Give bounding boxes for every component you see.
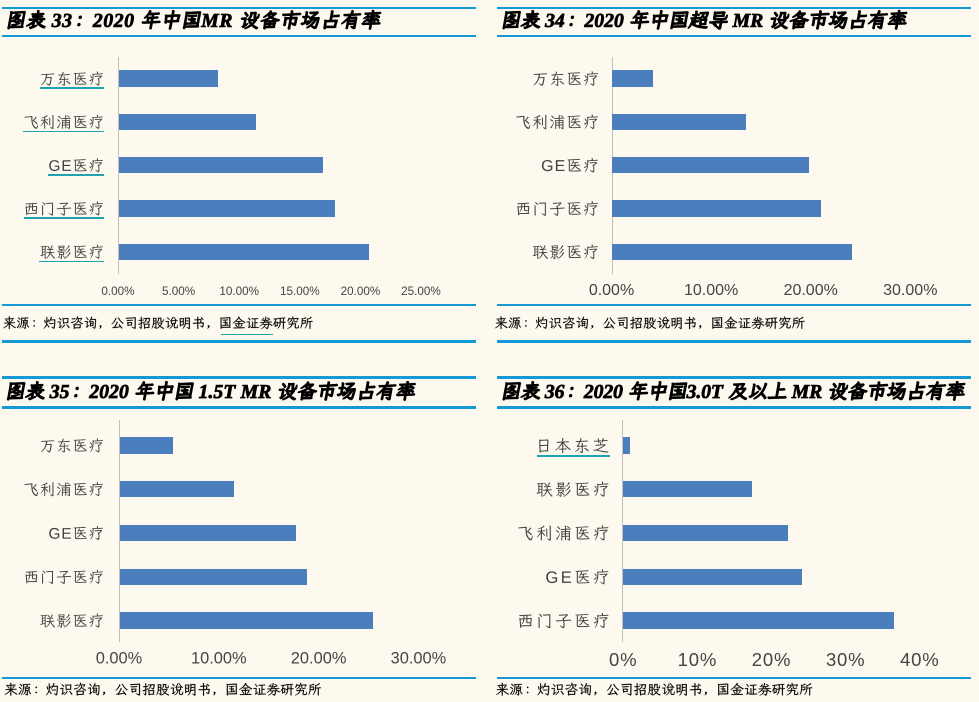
svg-text:30.00%: 30.00% [883,282,937,299]
svg-text:0.00%: 0.00% [589,282,634,299]
svg-text:40%: 40% [900,649,939,670]
svg-text:20.00%: 20.00% [784,282,838,299]
svg-text:30%: 30% [826,649,865,670]
svg-text:0%: 0% [609,649,637,670]
svg-text:10%: 10% [678,649,717,670]
svg-text:10.00%: 10.00% [219,285,259,298]
svg-text:25.00%: 25.00% [401,285,441,298]
svg-text:20.00%: 20.00% [291,649,347,667]
svg-text:5.00%: 5.00% [162,285,195,298]
svg-text:10.00%: 10.00% [191,649,247,667]
svg-text:10.00%: 10.00% [684,282,738,299]
svg-text:0.00%: 0.00% [96,649,142,667]
svg-text:20%: 20% [752,649,791,670]
svg-text:20.00%: 20.00% [341,285,381,298]
svg-text:15.00%: 15.00% [280,285,320,298]
svg-text:30.00%: 30.00% [391,649,447,667]
svg-text:0.00%: 0.00% [101,285,134,298]
